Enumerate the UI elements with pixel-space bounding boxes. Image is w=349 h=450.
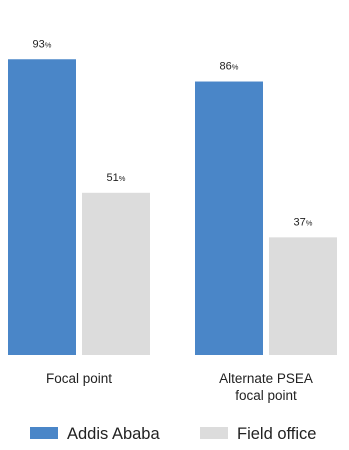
data-label: 93% xyxy=(33,38,52,50)
bar-focal-point-addis-ababa xyxy=(8,59,76,355)
category-label: Alternate PSEA focal point xyxy=(219,371,313,403)
legend-label-addis-ababa: Addis Ababa xyxy=(67,425,160,443)
bar-alternate-psea-addis-ababa xyxy=(195,81,263,356)
data-label: 86% xyxy=(220,61,239,73)
bar-alternate-psea-field-office xyxy=(269,237,337,355)
legend-swatch-addis-ababa xyxy=(30,427,58,439)
category-label: Focal point xyxy=(46,371,112,386)
legend-label-field-office: Field office xyxy=(237,425,317,443)
legend-swatch-field-office xyxy=(200,427,228,439)
bar-focal-point-field-office xyxy=(82,192,150,355)
data-label: 51% xyxy=(107,172,126,184)
data-label: 37% xyxy=(294,216,313,228)
